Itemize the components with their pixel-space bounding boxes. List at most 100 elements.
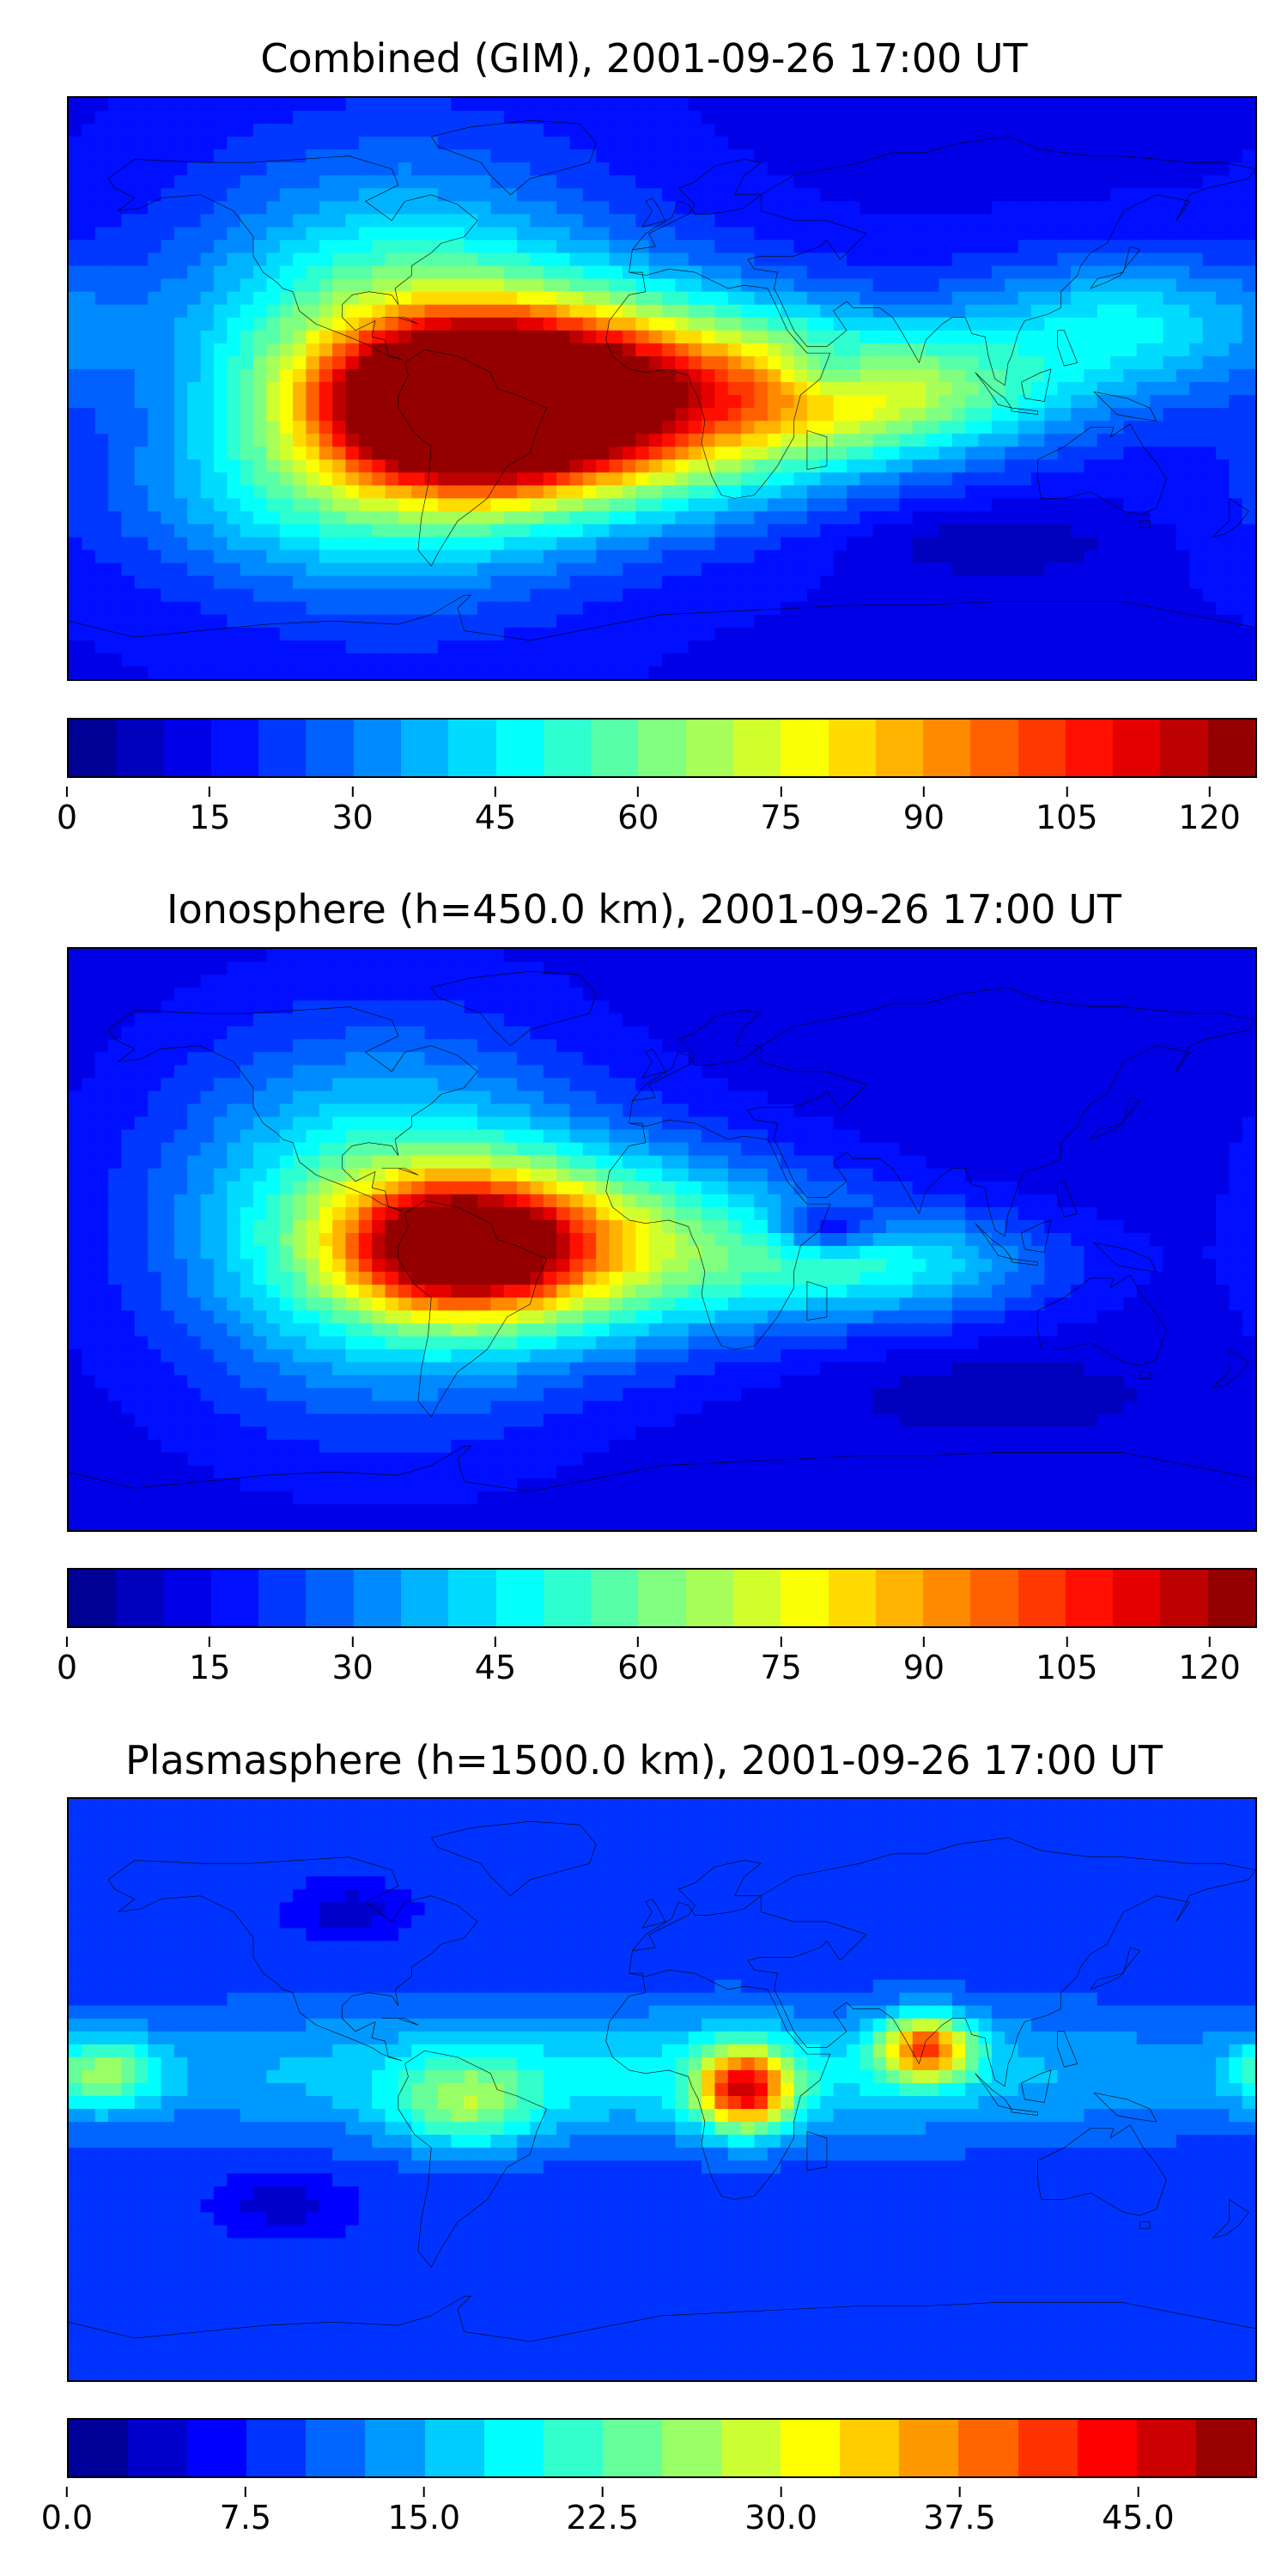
heatmap-cell xyxy=(424,252,440,267)
heatmap-cell xyxy=(1097,175,1112,190)
heatmap-cell xyxy=(227,162,241,177)
heatmap-cell xyxy=(781,562,795,577)
heatmap-cell xyxy=(530,421,544,435)
heatmap-cell xyxy=(767,368,782,384)
heatmap-cell xyxy=(1110,665,1125,679)
heatmap-cell xyxy=(1005,304,1019,319)
heatmap-cell xyxy=(398,421,413,435)
heatmap-cell xyxy=(358,550,374,564)
heatmap-cell xyxy=(1044,614,1059,629)
heatmap-cell xyxy=(213,1039,228,1054)
heatmap-cell xyxy=(1215,1052,1230,1066)
heatmap-cell xyxy=(860,381,874,397)
heatmap-cell xyxy=(490,472,505,487)
heatmap-cell xyxy=(82,330,96,344)
heatmap-cell xyxy=(912,447,927,461)
heatmap-cell xyxy=(596,381,611,397)
heatmap-cell xyxy=(951,355,967,371)
heatmap-cell xyxy=(424,653,440,668)
heatmap-cell xyxy=(820,124,835,138)
heatmap-cell xyxy=(675,421,690,435)
heatmap-cell xyxy=(767,381,782,397)
heatmap-cell xyxy=(991,355,1006,371)
heatmap-cell xyxy=(293,1039,307,1054)
heatmap-cell xyxy=(82,317,96,331)
heatmap-cell xyxy=(978,368,993,384)
heatmap-cell xyxy=(1110,421,1125,435)
heatmap-cell xyxy=(464,227,479,241)
heatmap-cell xyxy=(872,1052,888,1066)
heatmap-cell xyxy=(240,1000,255,1015)
heatmap-cell xyxy=(860,98,874,112)
heatmap-cell xyxy=(398,1000,413,1015)
heatmap-cell xyxy=(517,137,532,151)
heatmap-cell xyxy=(464,304,479,319)
heatmap-cell xyxy=(1176,395,1191,410)
heatmap-cell xyxy=(134,653,149,668)
heatmap-cell xyxy=(806,421,822,435)
heatmap-cell xyxy=(1202,524,1218,538)
heatmap-cell xyxy=(1044,975,1059,989)
heatmap-cell xyxy=(385,227,400,241)
heatmap-cell xyxy=(820,330,835,344)
heatmap-cell xyxy=(582,252,598,267)
heatmap-cell xyxy=(820,317,835,331)
heatmap-cell xyxy=(569,524,585,538)
heatmap-cell xyxy=(332,124,347,138)
heatmap-cell xyxy=(1229,653,1243,668)
heatmap-cell xyxy=(134,962,149,976)
heatmap-cell xyxy=(1215,627,1230,641)
heatmap-cell xyxy=(517,1065,532,1079)
heatmap-cell xyxy=(582,1013,598,1028)
heatmap-cell xyxy=(1136,562,1151,577)
heatmap-cell xyxy=(609,355,624,371)
heatmap-cell xyxy=(1189,665,1204,679)
heatmap-cell xyxy=(1018,588,1033,603)
heatmap-cell xyxy=(899,330,914,344)
heatmap-cell xyxy=(727,653,743,668)
colorbar-tick-label: 60 xyxy=(617,787,659,836)
heatmap-cell xyxy=(411,317,426,331)
heatmap-cell xyxy=(293,252,307,267)
heatmap-cell xyxy=(1189,459,1204,474)
heatmap-cell xyxy=(872,98,888,112)
heatmap-cell xyxy=(1163,1026,1178,1041)
heatmap-cell xyxy=(1136,665,1151,679)
heatmap-cell xyxy=(754,975,769,989)
heatmap-cell xyxy=(872,227,888,241)
heatmap-cell xyxy=(939,653,953,668)
colorbar-segment xyxy=(495,720,544,776)
heatmap-cell xyxy=(200,408,216,422)
heatmap-cell xyxy=(556,665,571,679)
heatmap-cell xyxy=(899,949,914,963)
heatmap-cell xyxy=(754,601,769,616)
heatmap-cell xyxy=(490,575,505,590)
heatmap-cell xyxy=(833,98,848,112)
heatmap-cell xyxy=(1084,227,1098,241)
heatmap-cell xyxy=(1176,149,1191,164)
heatmap-cell xyxy=(319,1039,334,1054)
heatmap-cell xyxy=(702,1000,716,1015)
heatmap-cell xyxy=(213,498,228,513)
heatmap-cell xyxy=(173,1039,189,1054)
heatmap-cell xyxy=(161,459,175,474)
heatmap-cell xyxy=(345,1013,360,1028)
heatmap-cell xyxy=(252,537,268,551)
heatmap-cell xyxy=(358,188,374,203)
heatmap-cell xyxy=(860,201,874,216)
heatmap-cell xyxy=(951,240,967,254)
heatmap-cell xyxy=(451,614,465,629)
heatmap-cell xyxy=(754,355,769,371)
heatmap-cell xyxy=(741,1000,756,1015)
heatmap-cell xyxy=(635,137,650,151)
heatmap-cell xyxy=(806,214,822,228)
heatmap-cell xyxy=(240,962,255,976)
heatmap-cell xyxy=(451,588,465,603)
heatmap-cell xyxy=(358,111,374,125)
heatmap-cell xyxy=(872,949,888,963)
heatmap-cell xyxy=(385,1052,400,1066)
heatmap-cell xyxy=(517,537,532,551)
heatmap-cell xyxy=(714,498,729,513)
heatmap-cell xyxy=(1123,188,1138,203)
heatmap-cell xyxy=(148,485,162,500)
